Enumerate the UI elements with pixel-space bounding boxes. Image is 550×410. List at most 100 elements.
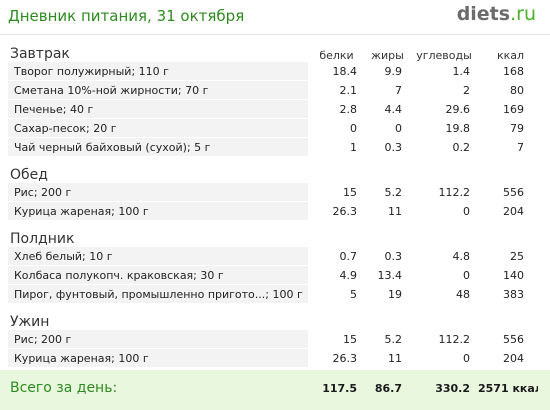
carbs-value: 0.2 — [410, 137, 478, 157]
totals-row: Всего за день: 117.5 86.7 330.2 2571 кка… — [8, 380, 538, 396]
empty-cell — [410, 227, 478, 247]
food-row[interactable]: Сметана 10%-ной жирности; 70 г 2.1 7 2 80 — [8, 80, 538, 100]
kcal-value: 204 — [478, 348, 538, 368]
food-name: Курица жареная; 100 г — [8, 348, 308, 368]
protein-value: 15 — [308, 183, 365, 202]
empty-cell — [308, 227, 365, 247]
food-row[interactable]: Курица жареная; 100 г 26.3 11 0 204 — [8, 348, 538, 368]
empty-cell — [478, 310, 538, 330]
fat-value: 5.2 — [365, 330, 410, 349]
meal-header-row: Обед — [8, 163, 538, 183]
meal-title: Обед — [10, 167, 48, 183]
food-name: Сметана 10%-ной жирности; 70 г — [8, 80, 308, 100]
fat-value: 5.2 — [365, 183, 410, 202]
carbs-value: 4.8 — [410, 247, 478, 266]
fat-value: 19 — [365, 284, 410, 304]
food-row[interactable]: Сахар-песок; 20 г 0 0 19.8 79 — [8, 118, 538, 138]
total-kcal: 2571 ккал — [478, 381, 538, 395]
protein-value: 0.7 — [308, 247, 365, 266]
food-row[interactable]: Хлеб белый; 10 г 0.7 0.3 4.8 25 — [8, 247, 538, 266]
kcal-value: 25 — [478, 247, 538, 266]
food-row[interactable]: Курица жареная; 100 г 26.3 11 0 204 — [8, 201, 538, 221]
food-name: Колбаса полукопч. краковская; 30 г — [8, 265, 308, 285]
kcal-value: 140 — [478, 265, 538, 285]
food-name: Курица жареная; 100 г — [8, 201, 308, 221]
food-row[interactable]: Творог полужирный; 110 г 18.4 9.9 1.4 168 — [8, 62, 538, 81]
food-row[interactable]: Печенье; 40 г 2.8 4.4 29.6 169 — [8, 99, 538, 119]
column-header: углеводы — [416, 49, 472, 62]
fat-value: 13.4 — [365, 265, 410, 285]
carbs-value: 19.8 — [410, 118, 478, 138]
fat-value: 4.4 — [365, 99, 410, 119]
fat-value: 0.3 — [365, 137, 410, 157]
food-row[interactable]: Рис; 200 г 15 5.2 112.2 556 — [8, 330, 538, 349]
empty-cell — [478, 163, 538, 183]
fat-value: 11 — [365, 348, 410, 368]
meal-title: Полдник — [10, 231, 75, 247]
totals-table: Всего за день: 117.5 86.7 330.2 2571 кка… — [8, 380, 538, 396]
food-row[interactable]: Рис; 200 г 15 5.2 112.2 556 — [8, 183, 538, 202]
protein-value: 2.8 — [308, 99, 365, 119]
protein-value: 0 — [308, 118, 365, 138]
food-row[interactable]: Пирог, фунтовый, промышленно пригото...;… — [8, 284, 538, 304]
protein-value: 4.9 — [308, 265, 365, 285]
food-name: Рис; 200 г — [8, 330, 308, 349]
fat-value: 9.9 — [365, 62, 410, 81]
fat-value: 0 — [365, 118, 410, 138]
food-name: Хлеб белый; 10 г — [8, 247, 308, 266]
empty-cell — [308, 310, 365, 330]
food-name: Творог полужирный; 110 г — [8, 62, 308, 81]
site-logo[interactable]: diets.ru — [457, 3, 536, 25]
protein-value: 26.3 — [308, 201, 365, 221]
total-fat: 86.7 — [374, 381, 402, 395]
protein-value: 2.1 — [308, 80, 365, 100]
empty-cell — [365, 163, 410, 183]
meal-header-row: Полдник — [8, 227, 538, 247]
carbs-value: 48 — [410, 284, 478, 304]
page-header: Дневник питания, 31 октября diets.ru — [0, 0, 550, 35]
meal-title: Завтрак — [10, 46, 70, 62]
empty-cell — [410, 163, 478, 183]
protein-value: 5 — [308, 284, 365, 304]
kcal-value: 169 — [478, 99, 538, 119]
empty-cell — [410, 310, 478, 330]
kcal-value: 79 — [478, 118, 538, 138]
empty-cell — [365, 310, 410, 330]
kcal-value: 383 — [478, 284, 538, 304]
empty-cell — [365, 227, 410, 247]
protein-value: 26.3 — [308, 348, 365, 368]
total-protein: 117.5 — [322, 381, 357, 395]
total-carbs: 330.2 — [435, 381, 470, 395]
page-title: Дневник питания, 31 октября — [8, 7, 245, 25]
carbs-value: 2 — [410, 80, 478, 100]
fat-value: 0.3 — [365, 247, 410, 266]
food-row[interactable]: Колбаса полукопч. краковская; 30 г 4.9 13.… — [8, 265, 538, 285]
column-header: ккал — [496, 49, 524, 62]
empty-cell — [478, 227, 538, 247]
food-name: Печенье; 40 г — [8, 99, 308, 119]
totals-label: Всего за день: — [10, 380, 118, 396]
kcal-value: 556 — [478, 330, 538, 349]
logo-main: diets — [456, 3, 511, 25]
kcal-value: 556 — [478, 183, 538, 202]
kcal-value: 168 — [478, 62, 538, 81]
kcal-value: 204 — [478, 201, 538, 221]
food-name: Сахар-песок; 20 г — [8, 118, 308, 138]
empty-cell — [308, 163, 365, 183]
food-name: Рис; 200 г — [8, 183, 308, 202]
carbs-value: 0 — [410, 348, 478, 368]
protein-value: 15 — [308, 330, 365, 349]
column-header: жиры — [371, 49, 404, 62]
carbs-value: 112.2 — [410, 183, 478, 202]
meal-header-row: Ужин — [8, 310, 538, 330]
carbs-value: 0 — [410, 265, 478, 285]
carbs-value: 0 — [410, 201, 478, 221]
kcal-value: 80 — [478, 80, 538, 100]
food-name: Пирог, фунтовый, промышленно пригото...;… — [8, 284, 308, 304]
protein-value: 1 — [308, 137, 365, 157]
kcal-value: 7 — [478, 137, 538, 157]
food-row[interactable]: Чай черный байховый (сухой); 5 г 1 0.3 0.2 7 — [8, 137, 538, 157]
logo-tld: .ru — [510, 3, 536, 25]
meal-header-row: Завтрак белки жиры углеводы ккал — [8, 42, 538, 62]
diary-table: Завтрак белки жиры углеводы ккал Творог полуж… — [8, 42, 538, 368]
